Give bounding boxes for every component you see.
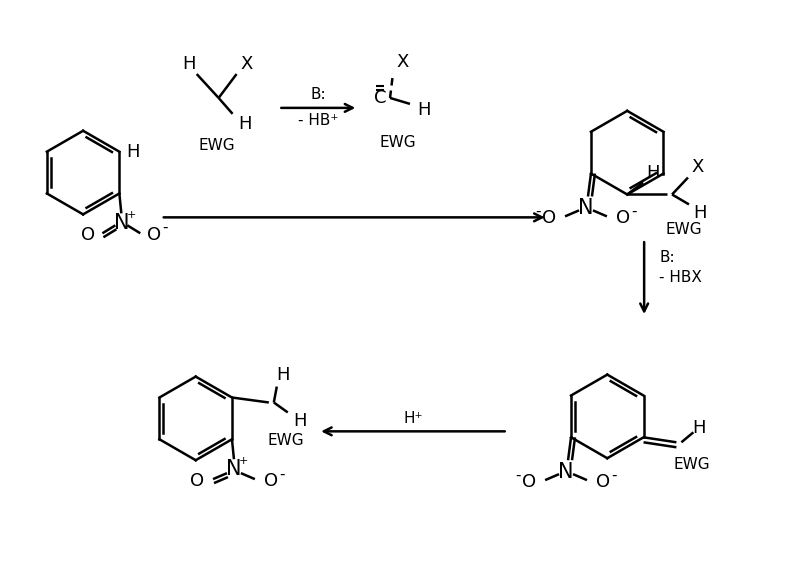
Text: H: H	[694, 204, 706, 222]
Text: O: O	[190, 472, 204, 490]
Text: H: H	[646, 164, 660, 181]
Text: H⁺: H⁺	[403, 411, 422, 426]
Text: EWG: EWG	[380, 135, 416, 150]
Text: N: N	[558, 462, 574, 482]
Text: - HB⁺: - HB⁺	[298, 113, 338, 129]
Text: H: H	[276, 366, 290, 384]
Text: H: H	[293, 413, 306, 430]
Text: B:: B:	[659, 249, 674, 265]
Text: -: -	[279, 467, 285, 482]
Text: EWG: EWG	[666, 222, 702, 237]
Text: O: O	[596, 473, 610, 491]
Text: O: O	[147, 226, 162, 244]
Text: EWG: EWG	[198, 138, 235, 153]
Text: X: X	[692, 157, 704, 176]
Text: B:: B:	[310, 87, 326, 103]
Text: O: O	[264, 472, 278, 490]
Text: X: X	[397, 53, 409, 71]
Text: +: +	[126, 210, 136, 220]
Text: H: H	[126, 143, 140, 161]
Text: H: H	[182, 55, 195, 73]
Text: H: H	[693, 419, 706, 437]
Text: EWG: EWG	[673, 457, 710, 472]
Text: -: -	[535, 204, 541, 219]
Text: O: O	[616, 210, 630, 227]
Text: -: -	[631, 204, 637, 219]
Text: N: N	[226, 459, 242, 479]
Text: O: O	[542, 210, 556, 227]
Text: O: O	[522, 473, 536, 491]
Text: X: X	[240, 55, 253, 73]
Text: - HBX: - HBX	[659, 269, 702, 285]
Text: N: N	[578, 198, 594, 218]
Text: H: H	[238, 115, 251, 133]
Text: EWG: EWG	[267, 433, 304, 448]
Text: +: +	[239, 456, 249, 466]
Text: -: -	[611, 468, 617, 483]
Text: N: N	[114, 213, 129, 234]
Text: H: H	[417, 101, 430, 119]
Text: O: O	[82, 226, 95, 244]
Text: -: -	[162, 220, 168, 235]
Text: C: C	[374, 89, 386, 107]
Text: -: -	[515, 468, 521, 483]
